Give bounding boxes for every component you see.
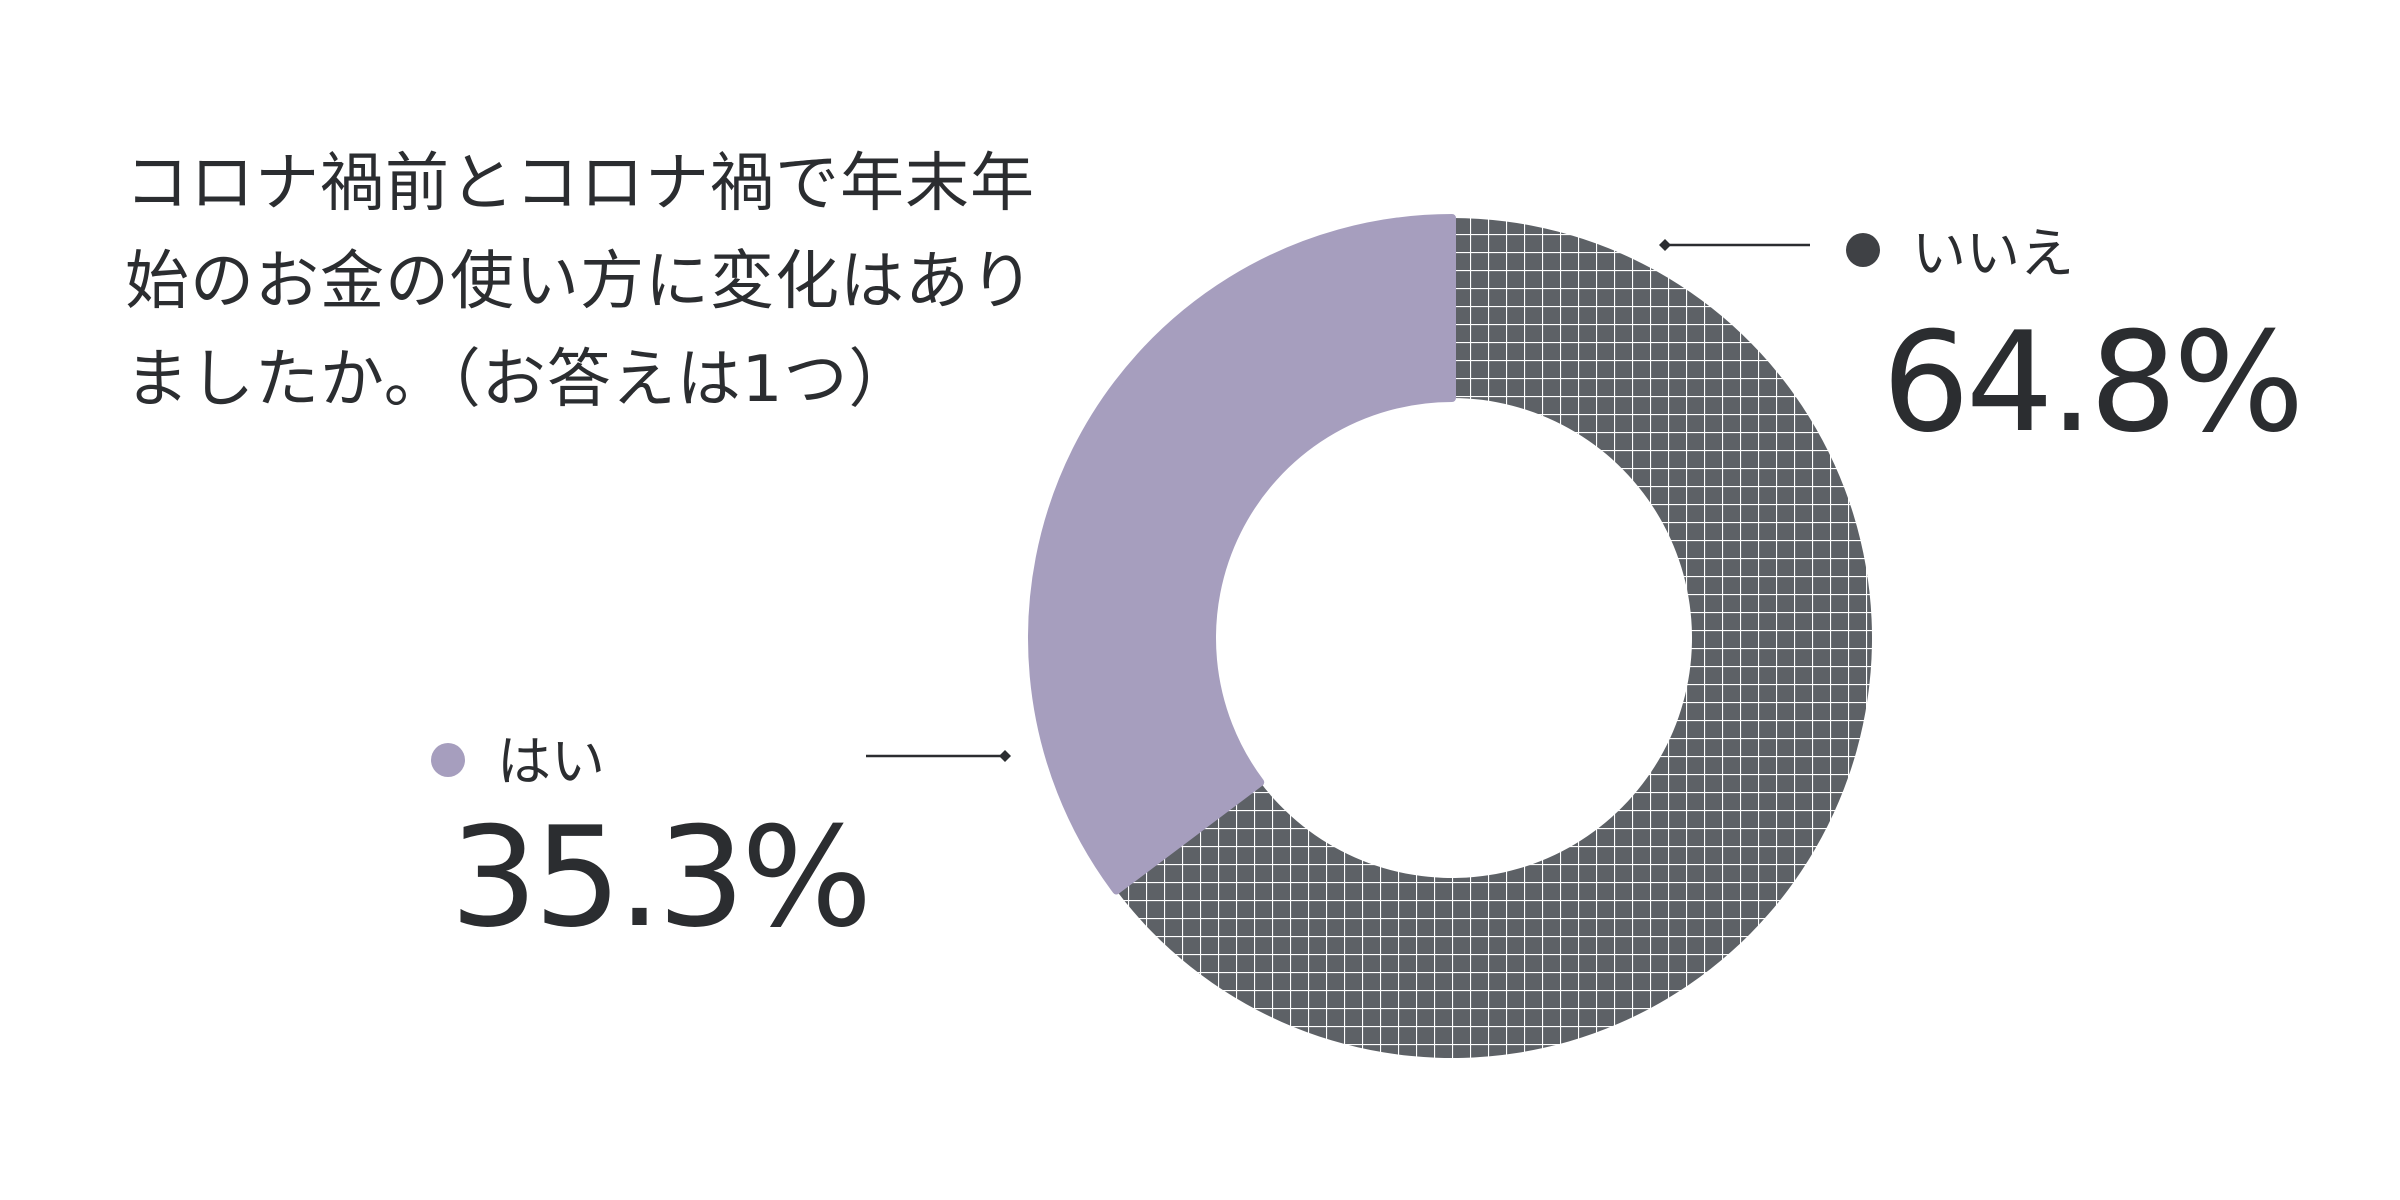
slice-yes — [1028, 214, 1456, 895]
no-percent-label: 64.8% — [1882, 302, 2300, 463]
no-leader-diamond — [1659, 239, 1671, 251]
yes-leader-diamond — [999, 750, 1011, 762]
yes-legend-marker — [431, 743, 465, 777]
no-legend-marker — [1846, 233, 1880, 267]
chart-title: コロナ禍前とコロナ禍で年末年始のお金の使い方に変化はありましたか。（お答えは1つ… — [125, 147, 1035, 417]
yes-percent-label: 35.3% — [450, 797, 868, 958]
yes-legend-label: はい — [497, 730, 605, 793]
no-legend-label: いいえ — [1912, 222, 2074, 285]
callouts-layer: いいえ 64.8% はい 35.3% — [431, 222, 2304, 958]
slice-no — [1116, 218, 1873, 1058]
slices-layer — [1028, 214, 1873, 1058]
